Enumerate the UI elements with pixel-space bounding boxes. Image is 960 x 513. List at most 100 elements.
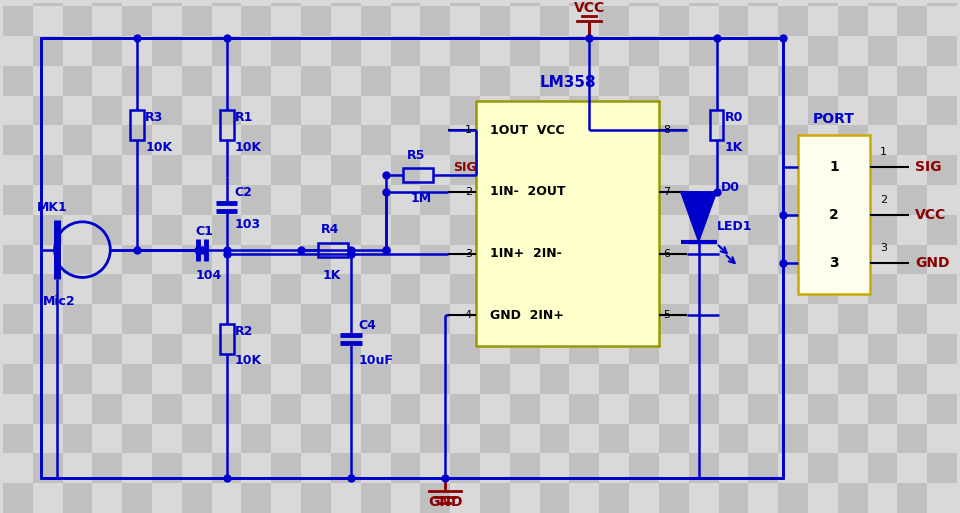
Bar [808,483,838,513]
Bar [629,155,659,185]
Bar [361,66,391,95]
Bar [391,6,420,36]
Polygon shape [681,192,716,242]
Bar [122,424,152,453]
Bar [211,6,242,36]
Bar [779,125,808,155]
Bar [420,483,450,513]
Bar [420,424,450,453]
Bar [391,95,420,125]
Bar [838,334,868,364]
Bar [749,424,779,453]
Bar [211,334,242,364]
Bar [540,155,569,185]
Bar [749,6,779,36]
Bar [391,245,420,274]
Bar [480,483,510,513]
Bar [122,95,152,125]
Bar [152,66,181,95]
Bar [749,483,779,513]
Bar [62,215,92,245]
Bar [391,334,420,364]
Bar [331,66,361,95]
Bar [957,36,960,66]
Bar [331,125,361,155]
Bar [569,364,599,394]
Bar [659,334,688,364]
Bar [272,453,301,483]
Bar [779,36,808,66]
Bar [420,155,450,185]
Bar [33,185,62,215]
Bar [898,245,927,274]
Bar [659,125,688,155]
Bar [749,36,779,66]
Bar [569,483,599,513]
Bar [272,66,301,95]
Bar [718,6,749,36]
Bar [808,0,838,6]
Bar [749,364,779,394]
Bar [779,274,808,304]
Bar [450,394,480,424]
Bar [272,364,301,394]
Bar [749,155,779,185]
Bar [599,95,629,125]
Bar [450,245,480,274]
Text: 10uF: 10uF [359,354,394,367]
Bar [569,274,599,304]
Bar [181,304,211,334]
Bar [957,245,960,274]
Bar [480,215,510,245]
Bar [838,483,868,513]
Bar [838,185,868,215]
Bar [510,125,540,155]
Bar [181,95,211,125]
Bar [868,304,898,334]
Bar [510,364,540,394]
Bar [540,185,569,215]
Bar [569,245,599,274]
Bar [92,215,122,245]
Bar [868,185,898,215]
Text: R3: R3 [145,111,163,124]
Bar [480,453,510,483]
Bar [450,334,480,364]
Text: GND: GND [915,255,949,269]
Bar [868,125,898,155]
Bar [629,125,659,155]
Bar [718,36,749,66]
Bar [749,66,779,95]
Bar [798,135,870,294]
Bar [510,424,540,453]
Bar [361,274,391,304]
Bar [211,483,242,513]
Bar [40,38,783,478]
Bar [301,453,331,483]
Bar [718,334,749,364]
Bar [361,424,391,453]
Bar [33,424,62,453]
Bar [361,394,391,424]
Bar [62,125,92,155]
Bar [3,394,33,424]
Bar [181,6,211,36]
Bar [659,304,688,334]
Bar [361,125,391,155]
Bar [838,274,868,304]
Bar [331,483,361,513]
Bar [403,168,433,182]
Bar [242,155,272,185]
Bar [3,95,33,125]
Bar [3,364,33,394]
Text: 3: 3 [880,243,887,252]
Text: 2: 2 [828,208,839,222]
Bar [62,245,92,274]
Bar [927,424,957,453]
Text: 1OUT  VCC: 1OUT VCC [490,124,564,137]
Bar [659,185,688,215]
Text: MK1: MK1 [36,202,67,214]
Bar [420,0,450,6]
Bar [272,0,301,6]
Bar [480,0,510,6]
